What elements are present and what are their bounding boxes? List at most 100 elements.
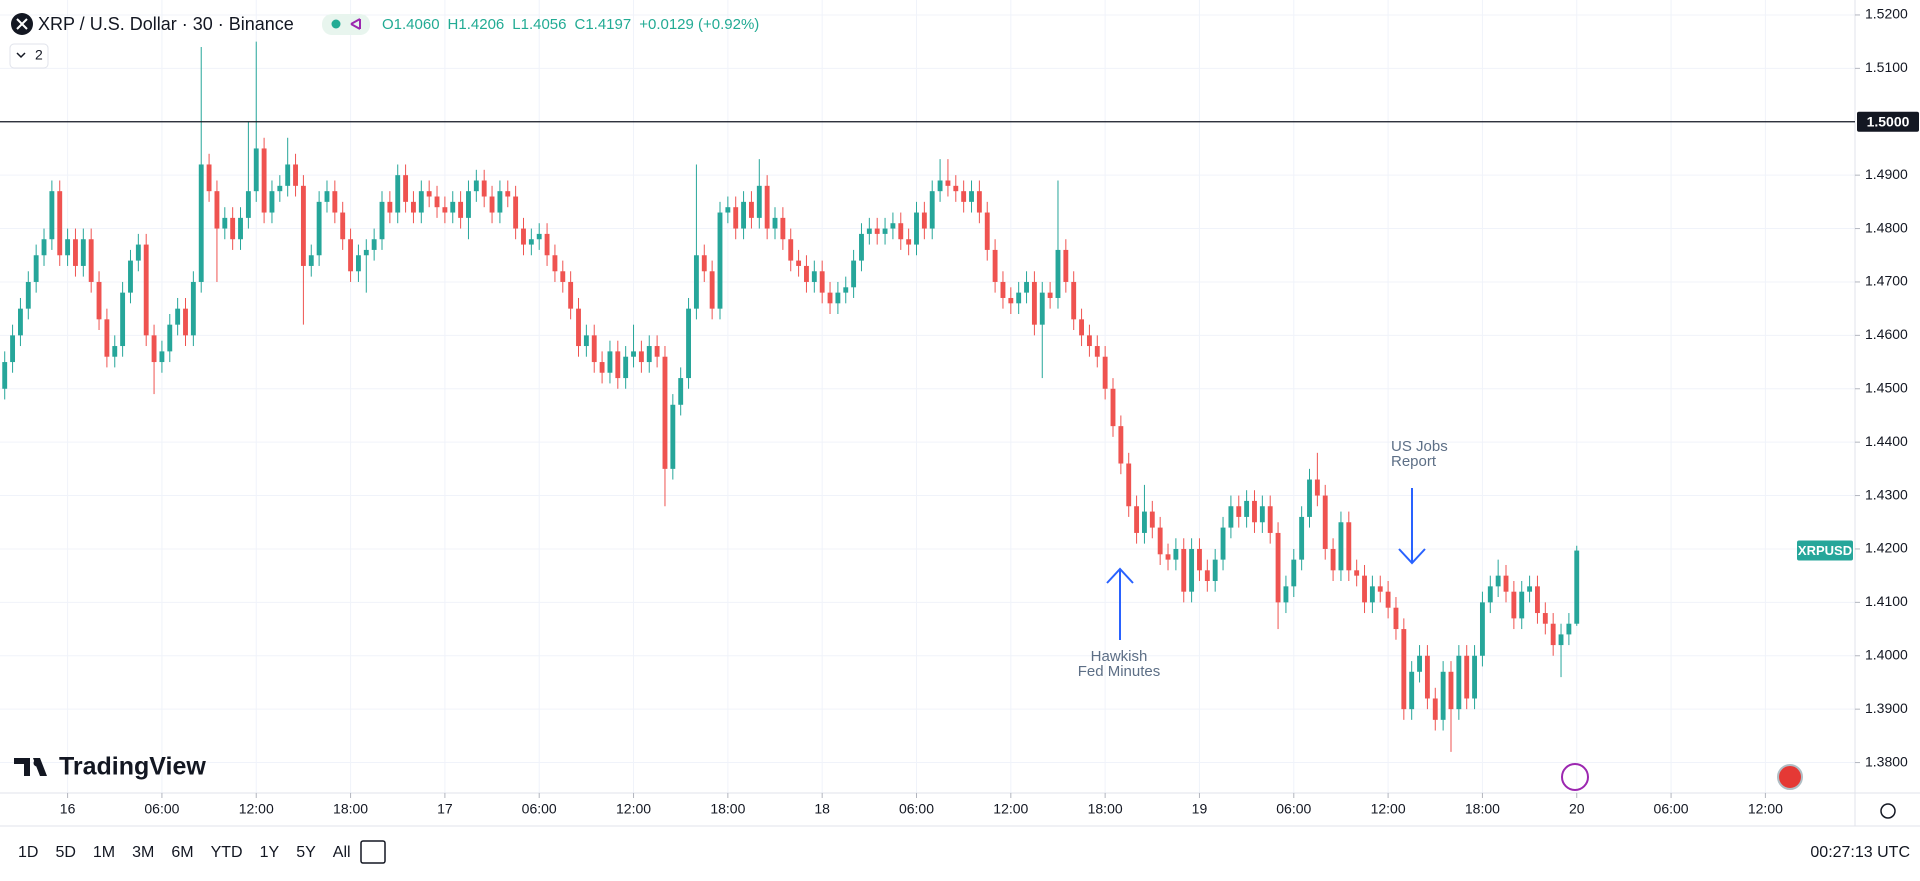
- candle-body: [403, 175, 409, 202]
- x-tick-label: 06:00: [144, 801, 179, 817]
- candle-body: [167, 324, 173, 352]
- candle-body: [701, 255, 707, 272]
- candle-body: [1220, 527, 1226, 560]
- candle-body: [1511, 591, 1517, 619]
- candle-body: [112, 346, 118, 357]
- chart-title: XRP / U.S. Dollar · 30 · Binance: [38, 14, 294, 34]
- candle-body: [764, 185, 770, 229]
- share-icon: [350, 18, 361, 30]
- candle-body: [261, 148, 267, 213]
- y-tick-label: 1.5100: [1865, 59, 1908, 75]
- range-button[interactable]: 5D: [55, 844, 75, 861]
- logo-mark: [14, 758, 47, 776]
- candle-body: [591, 335, 597, 363]
- range-button[interactable]: 3M: [132, 844, 154, 861]
- candle-body: [411, 201, 416, 213]
- x-tick-label: 06:00: [1654, 801, 1689, 817]
- candle-body: [1487, 586, 1493, 603]
- candle-body: [1385, 591, 1391, 608]
- x-tick-label: 18:00: [333, 801, 368, 817]
- candle-body: [1259, 506, 1265, 523]
- candle-body: [544, 233, 550, 256]
- candle-body: [1149, 511, 1155, 528]
- candle-body: [1008, 297, 1014, 304]
- date-range-icon[interactable]: [360, 840, 386, 864]
- candle-body: [1086, 335, 1092, 347]
- candle-body: [253, 148, 259, 192]
- candle-body: [198, 164, 204, 282]
- x-tick-label: 12:00: [993, 801, 1028, 817]
- candle-body: [143, 244, 149, 336]
- range-button[interactable]: 1Y: [260, 844, 280, 861]
- candle-body: [159, 351, 165, 363]
- toolbar: 1D 5D 1M 3M 6M YTD 1Y 5Y All: [18, 844, 351, 861]
- candle-body: [1204, 570, 1210, 581]
- x-tick-label: 16: [60, 801, 76, 817]
- x-tick-label: 18:00: [1465, 801, 1500, 817]
- range-button[interactable]: All: [333, 844, 351, 861]
- candle-body: [426, 191, 432, 197]
- range-button[interactable]: 6M: [171, 844, 193, 861]
- candle-body: [481, 180, 487, 197]
- candle-body: [214, 191, 220, 229]
- range-button[interactable]: YTD: [211, 844, 243, 861]
- candle-body: [183, 308, 188, 336]
- candle-body: [1314, 479, 1320, 496]
- x-tick-label: 18:00: [710, 801, 745, 817]
- candle-body: [804, 265, 809, 282]
- last-price-symbol: XRPUSD: [1798, 543, 1852, 558]
- candle-body: [1197, 548, 1202, 571]
- candle-body: [1558, 634, 1564, 646]
- y-tick-label: 1.4300: [1865, 486, 1908, 502]
- candle-body: [1464, 655, 1470, 699]
- candle-body: [1134, 506, 1140, 533]
- range-button[interactable]: 1D: [18, 844, 38, 861]
- candle-body: [1424, 655, 1430, 699]
- candle-body: [599, 362, 605, 373]
- settings-icon[interactable]: [1880, 803, 1896, 819]
- candle-body: [316, 201, 322, 256]
- ohlc-value: L1.4056: [512, 16, 566, 33]
- candle-body: [1527, 586, 1533, 592]
- range-button[interactable]: 5Y: [296, 844, 316, 861]
- candle-body: [1291, 559, 1297, 587]
- candle-body: [811, 271, 817, 282]
- y-tick-label: 1.4900: [1865, 166, 1908, 182]
- status-pill: [322, 14, 370, 35]
- candle-body: [355, 255, 361, 272]
- candle-body: [1448, 671, 1454, 710]
- candle-body: [104, 319, 110, 357]
- candle-body: [285, 164, 291, 186]
- candle-body: [1519, 591, 1525, 619]
- ohlc-value: O1.4060: [382, 16, 440, 33]
- candle-body: [874, 228, 880, 234]
- flag-icon[interactable]: [1777, 764, 1803, 790]
- candle-body: [10, 335, 16, 363]
- candle-body: [741, 201, 747, 229]
- y-tick-label: 1.4100: [1865, 593, 1908, 609]
- range-button[interactable]: 1M: [93, 844, 115, 861]
- candle-body: [332, 191, 338, 213]
- candle-body: [1338, 522, 1344, 571]
- candle-body: [1401, 629, 1407, 710]
- candle-body: [906, 239, 912, 245]
- candle-body: [1110, 388, 1116, 427]
- candle-body: [725, 207, 731, 213]
- candle-body: [686, 308, 691, 379]
- level-label: 1.5000: [1867, 113, 1910, 129]
- candle-body: [340, 212, 346, 240]
- candles: [2, 41, 1580, 752]
- candle-body: [866, 228, 872, 234]
- candle-body: [992, 249, 998, 282]
- candle-body: [772, 217, 778, 229]
- candle-body: [1566, 623, 1572, 635]
- candle-body: [528, 239, 534, 245]
- candle-body: [568, 281, 574, 309]
- indicator-toggle[interactable]: [9, 43, 49, 69]
- event-icon[interactable]: [1561, 763, 1589, 791]
- candle-body: [497, 191, 503, 213]
- candle-body: [1369, 586, 1375, 603]
- candle-body: [914, 212, 919, 245]
- candle-body: [748, 201, 754, 218]
- candle-body: [96, 281, 102, 320]
